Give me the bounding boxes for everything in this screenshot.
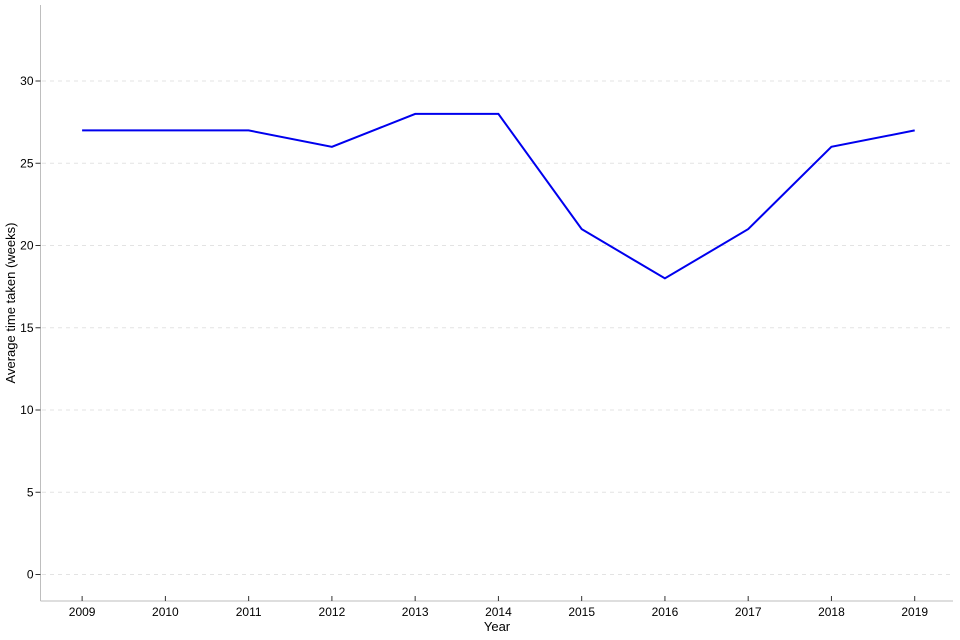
x-tick-label: 2015 [568, 605, 595, 619]
tick-labels: 0 5 10 15 20 25 30 2009 2010 2011 2012 2013 2014 2015… [20, 74, 928, 619]
x-tick-label: 2018 [818, 605, 845, 619]
y-tick-label: 10 [20, 403, 34, 417]
y-tick-label: 0 [27, 568, 34, 582]
x-tick-label: 2012 [319, 605, 346, 619]
tick-marks [35, 80, 916, 601]
gridlines [42, 80, 953, 576]
y-tick-label: 30 [20, 74, 34, 88]
y-tick-label: 25 [20, 156, 34, 170]
axis-lines [40, 5, 953, 602]
x-tick-label: 2011 [236, 605, 262, 619]
y-tick-label: 20 [20, 239, 34, 253]
x-tick-label: 2019 [901, 605, 928, 619]
series-line-average-time-taken [82, 112, 915, 280]
y-tick-label: 15 [20, 321, 34, 335]
y-tick-label: 5 [27, 485, 34, 499]
x-tick-label: 2014 [485, 605, 512, 619]
data-series [82, 112, 915, 280]
x-tick-label: 2010 [152, 605, 179, 619]
y-axis-title: Average time taken (weeks) [3, 223, 18, 384]
x-tick-label: 2009 [69, 605, 96, 619]
x-tick-label: 2017 [735, 605, 762, 619]
x-tick-label: 2013 [402, 605, 429, 619]
x-axis-title: Year [484, 619, 511, 634]
x-tick-label: 2016 [652, 605, 679, 619]
